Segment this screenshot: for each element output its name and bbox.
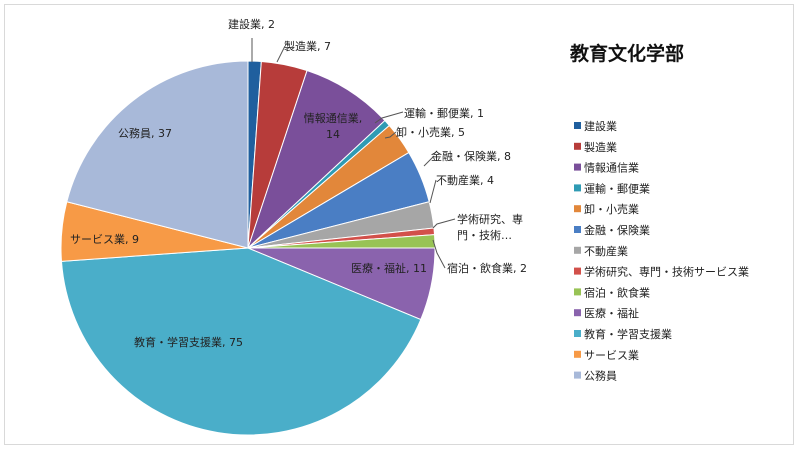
legend-swatch-8 (574, 267, 581, 275)
legend-label-10: 医療・福祉 (584, 306, 639, 320)
pie-slice-13 (66, 60, 249, 249)
pie-slices (60, 60, 436, 436)
data-label-11: 教育・学習支援業, 75 (134, 335, 243, 349)
legend-swatch-5 (574, 205, 581, 213)
legend-swatch-7 (574, 246, 581, 254)
data-label-4: 運輸・郵便業, 1 (404, 106, 484, 120)
leader-line-8 (432, 218, 456, 229)
leader-line-5 (384, 131, 397, 139)
legend-label-11: 教育・学習支援業 (584, 327, 672, 341)
data-label-9: 宿泊・飲食業, 2 (447, 261, 527, 275)
data-label-13: 公務員, 37 (118, 126, 172, 140)
data-label-7: 不動産業, 4 (436, 173, 494, 187)
data-label-6: 金融・保険業, 8 (431, 149, 511, 163)
legend-swatch-9 (574, 288, 581, 296)
data-labels: 建設業, 2 製造業, 7 情報通信業, 14 運輸・郵便業, 1 卸・小売業, 5 金融・… (70, 17, 527, 349)
legend-label-12: サービス業 (584, 349, 639, 362)
data-label-1: 建設業, 2 (228, 17, 275, 31)
legend-swatch-2 (574, 142, 581, 150)
legend-label-6: 金融・保険業 (584, 223, 650, 237)
legend-label-4: 運輸・郵便業 (584, 181, 650, 195)
chart-title: 教育文化学部 (570, 42, 684, 65)
leader-lines (251, 38, 456, 269)
data-label-3: 情報通信業, 14 (304, 112, 363, 141)
legend-label-2: 製造業 (584, 140, 617, 154)
legend-label-3: 情報通信業 (584, 162, 639, 175)
leader-line-9 (432, 239, 446, 269)
legend-swatch-12 (574, 350, 581, 358)
pie-slice-11 (60, 247, 422, 436)
legend-swatch-10 (574, 309, 581, 317)
leader-line-2 (276, 45, 286, 63)
legend-swatch-1 (574, 122, 581, 129)
data-label-10: 医療・福祉, 11 (351, 261, 427, 275)
legend-swatch-3 (574, 163, 581, 171)
data-label-12: サービス業, 9 (70, 233, 139, 246)
leader-line-4 (374, 111, 404, 124)
legend-swatch-11 (574, 330, 581, 337)
leader-line-7 (429, 179, 437, 204)
pie-slice-3 (247, 69, 386, 249)
legend-swatch-4 (574, 184, 581, 192)
legend-label-7: 不動産業 (584, 244, 628, 258)
legend: 建設業製造業情報通信業運輸・郵便業卸・小売業金融・保険業不動産業学術研究、専門・… (574, 119, 749, 383)
leader-line-6 (423, 155, 435, 167)
legend-swatch-13 (574, 371, 581, 379)
legend-label-5: 卸・小売業 (584, 202, 639, 216)
data-label-2: 製造業, 7 (284, 39, 331, 53)
legend-label-9: 宿泊・飲食業 (584, 285, 650, 299)
legend-label-1: 建設業 (584, 119, 617, 133)
data-label-8: 学術研究、専門・技術… (457, 212, 523, 242)
data-label-5: 卸・小売業, 5 (396, 125, 465, 139)
legend-label-13: 公務員 (584, 369, 617, 383)
legend-label-8: 学術研究、専門・技術サービス業 (584, 265, 749, 279)
legend-swatch-6 (574, 226, 581, 233)
